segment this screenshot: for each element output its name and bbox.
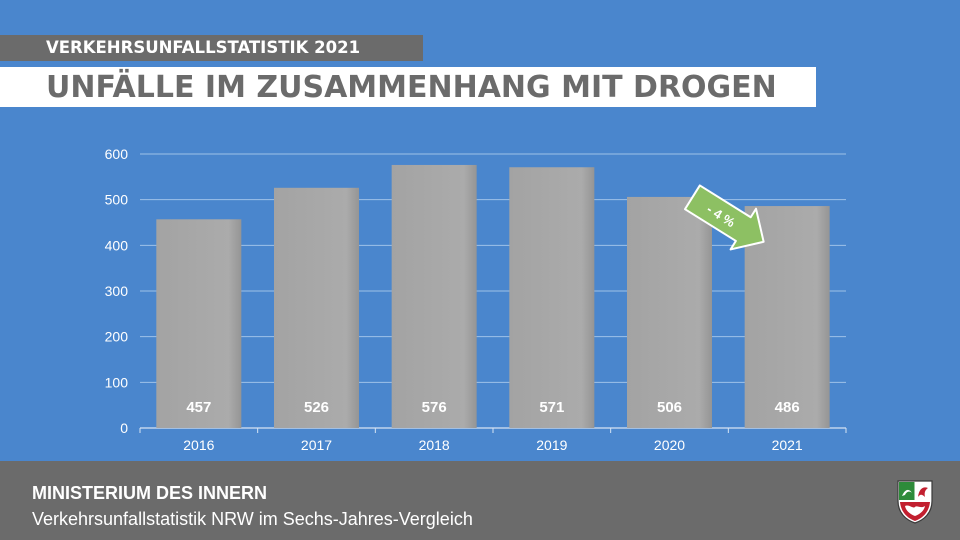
- bar-value-label: 526: [304, 399, 329, 416]
- x-tick-label: 2016: [183, 437, 214, 453]
- title-banner: UNFÄLLE IM ZUSAMMENHANG MIT DROGEN: [0, 67, 816, 107]
- bar-value-label: 457: [186, 399, 211, 416]
- nrw-coat-of-arms-icon: [897, 480, 933, 524]
- bar-value-label: 506: [657, 399, 682, 416]
- x-tick-label: 2021: [772, 437, 803, 453]
- footer: MINISTERIUM DES INNERN Verkehrsunfallsta…: [0, 461, 960, 540]
- bar-value-label: 486: [775, 399, 800, 416]
- x-tick-label: 2019: [536, 437, 567, 453]
- supertitle-banner: VERKEHRSUNFALLSTATISTIK 2021: [0, 35, 423, 61]
- bar-2020: [627, 196, 712, 428]
- trend-arrow-icon: - 4 %: [683, 184, 765, 251]
- change-annotation: - 4 %: [683, 184, 765, 251]
- bar-2018: [391, 164, 477, 428]
- bar-value-label: 571: [539, 399, 564, 416]
- x-tick-label: 2017: [301, 437, 332, 453]
- y-tick-label: 100: [105, 374, 129, 390]
- supertitle: VERKEHRSUNFALLSTATISTIK 2021: [46, 38, 361, 57]
- bar-2017: [274, 187, 359, 428]
- axis-labels: 0 100 200 300 400 500 600 457 2016 526 2017 576 2018…: [105, 146, 803, 453]
- y-tick-label: 200: [105, 329, 129, 345]
- x-tick-label: 2018: [419, 437, 450, 453]
- ministry-name: MINISTERIUM DES INNERN: [32, 483, 268, 503]
- y-tick-label: 0: [120, 420, 128, 436]
- gridlines: [139, 153, 847, 433]
- y-tick-label: 600: [105, 146, 129, 162]
- bar-value-label: 576: [422, 399, 447, 416]
- bar-chart: - 4 % 0 100 200 300 400 500 600 457 2016 526 2017 5…: [105, 146, 847, 453]
- bar-2016: [156, 219, 242, 428]
- trend-arrow-shape: [683, 184, 765, 251]
- bar-2019: [509, 167, 595, 428]
- y-tick-label: 400: [105, 237, 129, 253]
- footer-subtitle: Verkehrsunfallstatistik NRW im Sechs-Jah…: [32, 509, 473, 529]
- y-tick-label: 500: [105, 192, 129, 208]
- chart-title: UNFÄLLE IM ZUSAMMENHANG MIT DROGEN: [46, 70, 777, 105]
- x-tick-label: 2020: [654, 437, 685, 453]
- y-tick-label: 300: [105, 283, 129, 299]
- bars: [156, 164, 830, 428]
